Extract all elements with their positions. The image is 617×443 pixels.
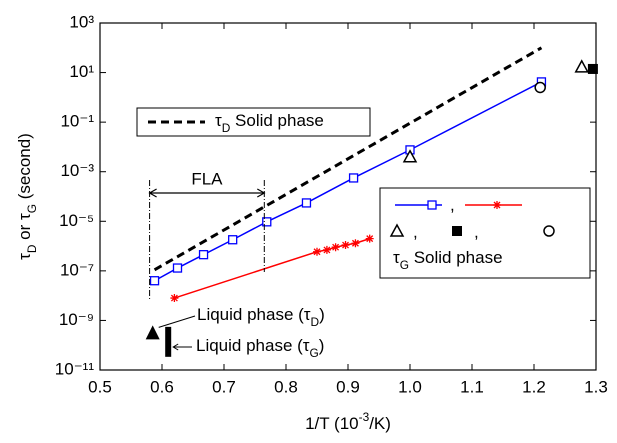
x-axis-label-part: 1/T (10: [305, 414, 359, 433]
marker: [348, 173, 359, 183]
legend-label-part: G: [400, 258, 409, 272]
y-axis-label-part: G: [25, 204, 39, 213]
y-tick-label: 10⁻¹¹: [55, 359, 95, 378]
annotation-part: G: [310, 346, 319, 360]
x-tick-label: 1.1: [460, 377, 484, 396]
legend-separator: ,: [450, 195, 455, 214]
y-tick-label: 10⁻⁹: [59, 310, 94, 329]
annotation: Liquid phase (τD): [197, 305, 325, 329]
x-tick-label: 0.7: [212, 377, 236, 396]
series-line: [174, 237, 370, 299]
legend-marker: [452, 226, 462, 236]
marker: [145, 325, 160, 340]
range-bar: [165, 326, 172, 357]
x-tick-label: 0.9: [336, 377, 360, 396]
marker: [198, 250, 209, 260]
annotation-part: ): [319, 336, 325, 355]
marker: [365, 234, 374, 243]
legend-marker: [493, 201, 501, 209]
legend-separator: ,: [413, 222, 418, 241]
x-tick-label: 1.3: [584, 377, 608, 396]
annotation: Liquid phase (τG): [196, 336, 324, 360]
y-tick-label: 10⁻⁷: [60, 260, 94, 279]
y-tick-label: 10³: [69, 12, 94, 31]
x-axis-label-part: -3: [359, 410, 370, 424]
y-axis-label-part: τ: [15, 253, 34, 260]
marker: [170, 294, 179, 303]
x-tick-label: 0.8: [274, 377, 298, 396]
annotation-pointer: [158, 315, 196, 328]
x-axis-label-part: /K): [369, 414, 391, 433]
marker: [574, 59, 590, 73]
legend-label: τG Solid phase: [393, 248, 503, 272]
legend-label-part: Solid phase: [409, 248, 503, 267]
annotation-part: ): [319, 305, 325, 324]
y-tick-label: 10⁻³: [60, 161, 94, 180]
annotation-arrow: [172, 343, 192, 351]
marker: [534, 81, 546, 94]
y-axis-label-part: (second): [15, 133, 34, 204]
marker: [341, 241, 350, 250]
x-tick-label: 0.5: [88, 377, 112, 396]
y-tick-label: 10⁻¹: [60, 112, 94, 131]
legend-label-part: D: [222, 121, 231, 135]
y-axis-label-part: D: [25, 244, 39, 253]
legend-label-part: τ: [215, 111, 222, 130]
marker: [228, 235, 238, 245]
marker: [322, 245, 331, 254]
annotation-part: D: [311, 315, 320, 329]
marker: [172, 263, 183, 273]
fla-arrow: [148, 188, 266, 198]
x-axis-label: 1/T (10-3/K): [305, 410, 391, 433]
legend-label: τD Solid phase: [215, 111, 324, 135]
annotation-part: Liquid phase (τ: [197, 305, 311, 324]
marker: [262, 217, 272, 227]
marker: [351, 239, 360, 248]
y-tick-label: 10⁻⁵: [59, 211, 94, 230]
x-tick-label: 0.6: [150, 377, 174, 396]
marker: [587, 63, 598, 74]
x-tick-label: 1.0: [398, 377, 422, 396]
marker: [313, 247, 321, 256]
y-tick-label: 10¹: [69, 62, 94, 81]
legend-label-part: Solid phase: [230, 111, 324, 130]
fla-label: FLA: [191, 169, 223, 188]
marker: [149, 276, 160, 286]
annotation-part: Liquid phase (τ: [196, 336, 310, 355]
legend-marker: [389, 223, 405, 237]
legend-marker: [427, 200, 437, 210]
legend-label-part: τ: [393, 248, 400, 267]
y-axis-label: τD or τG (second): [15, 133, 39, 260]
series-line: [153, 46, 543, 272]
legend-box: [379, 187, 591, 279]
y-axis-label-part: or τ: [15, 213, 34, 245]
x-tick-label: 1.2: [522, 377, 546, 396]
marker: [301, 198, 312, 208]
marker: [402, 149, 418, 163]
marker: [331, 243, 340, 252]
legend-separator: ,: [474, 222, 479, 241]
legend-marker: [543, 225, 555, 237]
